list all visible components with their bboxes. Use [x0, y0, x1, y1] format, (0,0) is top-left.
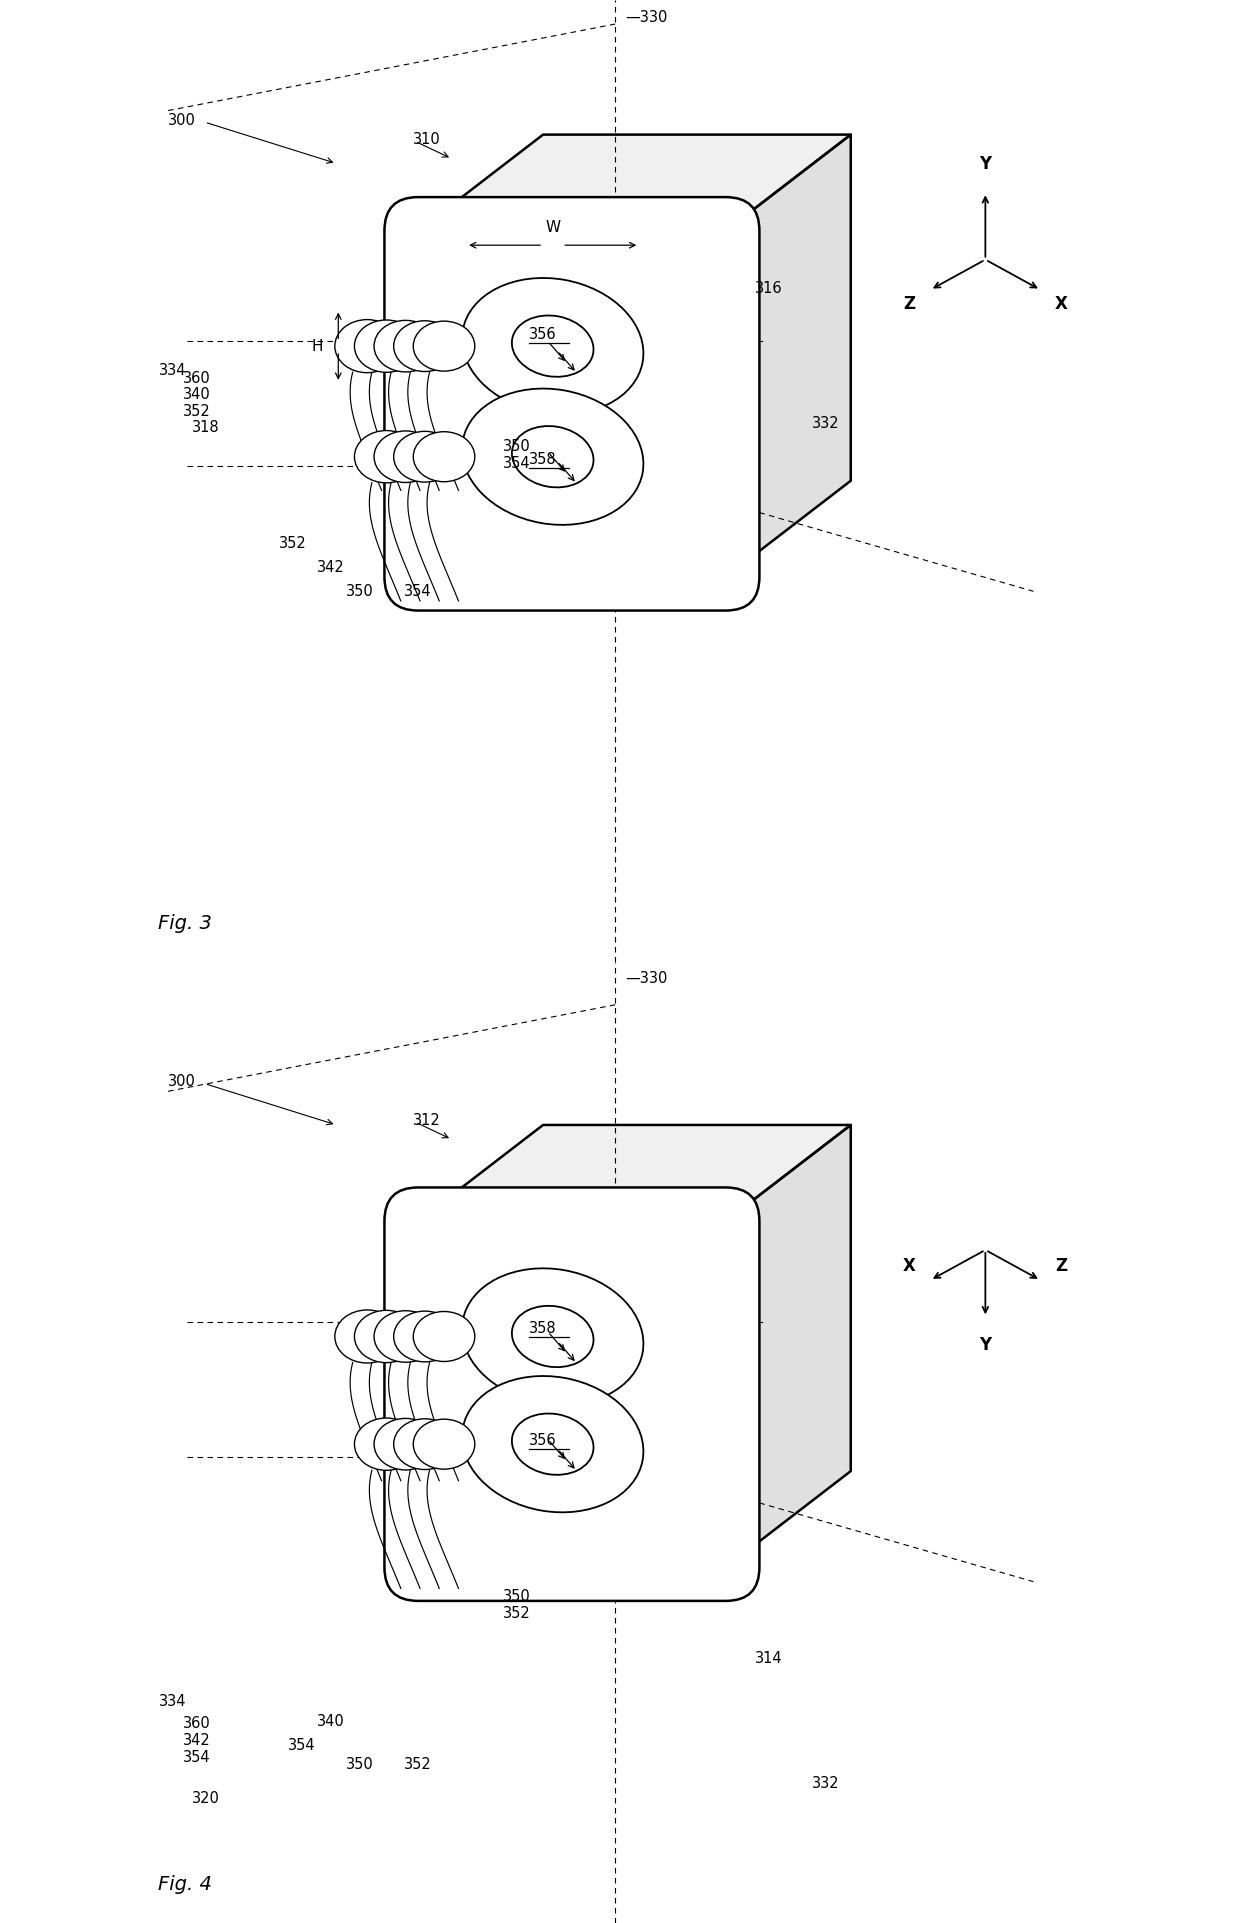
Ellipse shape [355, 1310, 418, 1363]
Text: 334: 334 [159, 1694, 186, 1710]
Ellipse shape [355, 1417, 418, 1471]
Text: Z: Z [904, 294, 916, 313]
Text: —330: —330 [625, 971, 667, 986]
Text: 340: 340 [182, 387, 211, 402]
Text: 342: 342 [182, 1733, 211, 1748]
Ellipse shape [463, 388, 644, 525]
Text: Z: Z [1055, 1258, 1068, 1275]
Ellipse shape [512, 315, 594, 377]
Text: W: W [546, 221, 560, 235]
Ellipse shape [413, 1311, 475, 1361]
Ellipse shape [413, 1419, 475, 1469]
Ellipse shape [512, 427, 594, 487]
FancyBboxPatch shape [384, 1186, 759, 1600]
Text: 358: 358 [528, 1321, 557, 1336]
Ellipse shape [374, 321, 438, 371]
Ellipse shape [393, 321, 456, 371]
Text: H: H [311, 338, 322, 354]
Text: —330: —330 [625, 10, 667, 25]
Ellipse shape [374, 431, 438, 483]
Polygon shape [418, 135, 851, 231]
Text: 350: 350 [346, 1758, 373, 1771]
Text: 352: 352 [182, 404, 211, 419]
Text: X: X [903, 1258, 916, 1275]
Text: 310: 310 [413, 133, 441, 146]
Text: 350: 350 [502, 1588, 531, 1604]
Text: 352: 352 [502, 1606, 531, 1621]
Ellipse shape [512, 1306, 594, 1367]
Ellipse shape [393, 431, 456, 483]
Text: 312: 312 [413, 1113, 441, 1127]
Text: 332: 332 [812, 1777, 839, 1790]
Text: 360: 360 [182, 371, 211, 387]
Ellipse shape [335, 319, 399, 373]
Text: 354: 354 [182, 1750, 210, 1765]
Polygon shape [418, 1125, 851, 1221]
Ellipse shape [512, 1413, 594, 1475]
Text: Fig. 4: Fig. 4 [159, 1875, 212, 1894]
Ellipse shape [355, 431, 418, 483]
Text: 332: 332 [812, 415, 839, 431]
FancyBboxPatch shape [384, 196, 759, 610]
Ellipse shape [393, 1311, 456, 1361]
Polygon shape [725, 1125, 851, 1567]
Ellipse shape [413, 321, 475, 371]
Text: 354: 354 [404, 585, 432, 598]
Text: 342: 342 [317, 560, 345, 575]
Text: 358: 358 [528, 452, 557, 467]
Text: 300: 300 [169, 1075, 196, 1088]
Ellipse shape [463, 1377, 644, 1511]
Ellipse shape [463, 1269, 644, 1404]
Text: Y: Y [980, 1336, 992, 1354]
Polygon shape [725, 135, 851, 577]
Text: 314: 314 [755, 1652, 782, 1665]
Text: 352: 352 [279, 537, 306, 550]
Ellipse shape [335, 1310, 399, 1363]
Text: 334: 334 [159, 363, 186, 377]
Ellipse shape [355, 319, 418, 373]
Text: 350: 350 [502, 438, 531, 454]
Text: 356: 356 [528, 1433, 557, 1448]
Text: 320: 320 [192, 1790, 219, 1806]
Text: 316: 316 [755, 281, 782, 296]
Text: X: X [1055, 294, 1068, 313]
Ellipse shape [463, 279, 644, 413]
Text: 354: 354 [502, 456, 531, 471]
Text: Y: Y [980, 156, 992, 173]
Text: 356: 356 [528, 327, 557, 342]
Text: 300: 300 [169, 113, 196, 127]
Text: 354: 354 [288, 1738, 316, 1752]
Text: 352: 352 [404, 1758, 432, 1771]
Ellipse shape [413, 431, 475, 481]
Ellipse shape [374, 1419, 438, 1469]
Ellipse shape [393, 1419, 456, 1469]
Text: 360: 360 [182, 1717, 211, 1731]
Text: 318: 318 [192, 421, 219, 435]
Text: 340: 340 [317, 1713, 345, 1729]
Ellipse shape [374, 1311, 438, 1361]
Text: Fig. 3: Fig. 3 [159, 913, 212, 933]
Text: 350: 350 [346, 585, 373, 598]
